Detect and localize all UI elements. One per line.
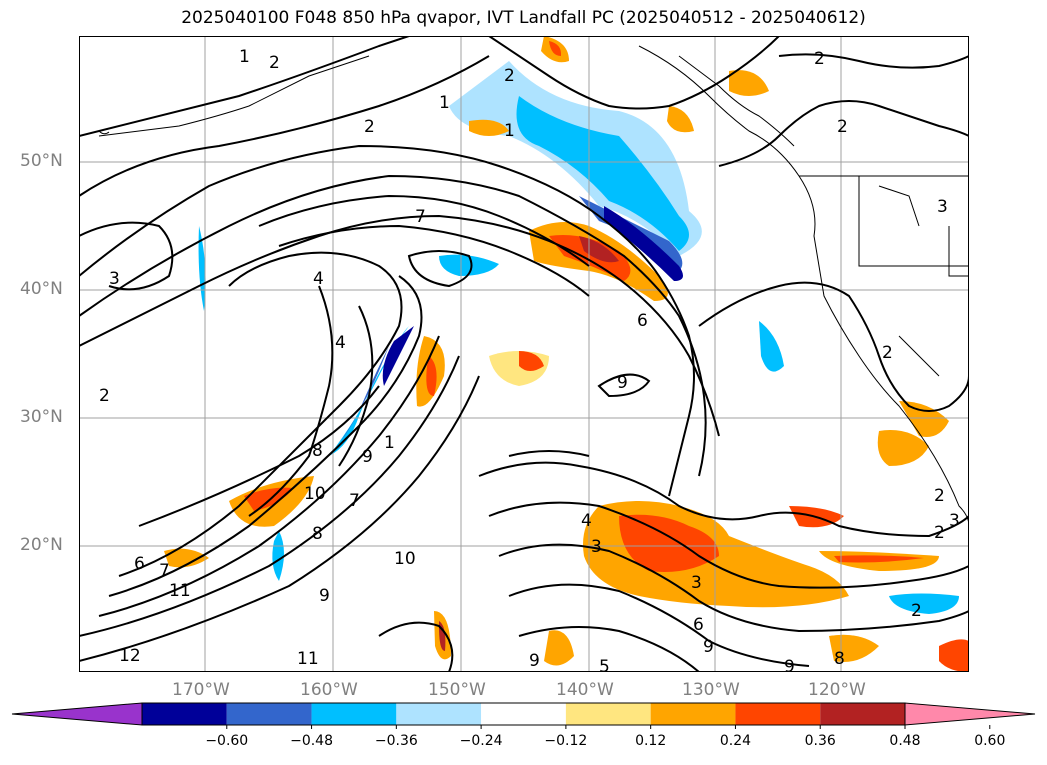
contour-label: 10 (304, 484, 326, 504)
contour-label: 2 (814, 49, 825, 69)
contour-label: 3 (937, 197, 948, 217)
contour-label: 9 (703, 637, 714, 657)
colorbar-segment (650, 703, 736, 725)
lon-label: 130°W (682, 680, 740, 700)
contour-label: 4 (581, 511, 592, 531)
contour-label: 7 (349, 491, 360, 511)
colorbar-tick-label: −0.48 (290, 733, 333, 749)
colorbar-tick-label: −0.12 (544, 733, 587, 749)
colorbar-tick-label: −0.24 (460, 733, 503, 749)
contour-label: 8 (312, 524, 323, 544)
contour-label: 11 (297, 649, 319, 669)
contour-label: 12 (119, 646, 141, 666)
contour-label: 7 (159, 561, 170, 581)
lon-label: 140°W (556, 680, 614, 700)
lat-label: 30°N (20, 407, 63, 427)
contour-label: 9 (784, 657, 795, 672)
colorbar: −0.60 −0.48 −0.36 −0.24 −0.12 0.12 0.24 0.36 0.4… (11, 702, 1036, 749)
contour-label: 6 (134, 554, 145, 574)
colorbar-tick-label: 0.24 (720, 733, 751, 749)
contour-label: 2 (934, 486, 945, 506)
contour-label: 2 (269, 53, 280, 73)
contour-label: 2 (882, 343, 893, 363)
colorbar-segment (396, 703, 482, 725)
contour-label-group: 1 2 2 1 2 1 2 2 3 7 4 3 4 2 6 8 9 9 1 10… (99, 47, 960, 677)
contour-label: 1 (504, 121, 515, 141)
colorbar-segment (142, 703, 227, 725)
contour-label: 1 (239, 47, 250, 67)
contour-label: 11 (169, 581, 191, 601)
map-frame (79, 36, 969, 672)
colorbar-tick-label: 0.60 (974, 733, 1005, 749)
contour-label: 2 (99, 386, 110, 406)
lon-label: 170°W (172, 680, 230, 700)
ivt-contours (78, 35, 970, 673)
lon-label: 150°W (428, 680, 486, 700)
colorbar-segments (11, 702, 1036, 726)
map-title: 2025040100 F048 850 hPa qvapor, IVT Land… (181, 8, 866, 28)
contour-label: 3 (691, 573, 702, 593)
colorbar-ticks: −0.60 −0.48 −0.36 −0.24 −0.12 0.12 0.24 0.36 0.4… (205, 725, 1005, 749)
lat-label: 50°N (20, 151, 63, 171)
colorbar-tick-label: 0.36 (805, 733, 836, 749)
colorbar-tick-label: 0.48 (889, 733, 920, 749)
contour-label: 5 (599, 657, 610, 672)
contour-label: 2 (504, 66, 515, 86)
contour-label: 3 (109, 269, 120, 289)
colorbar-segment (226, 703, 312, 725)
map-grid (79, 36, 969, 672)
shaded-anomalies (164, 36, 969, 672)
colorbar-segment (565, 703, 651, 725)
contour-label: 4 (313, 269, 324, 289)
colorbar-tick-label: −0.60 (205, 733, 248, 749)
colorbar-frame (141, 702, 906, 726)
contour-label: 6 (693, 615, 704, 635)
colorbar-segment (481, 703, 566, 725)
contour-label: 1 (439, 93, 450, 113)
contour-label: 1 (384, 433, 395, 453)
contour-label: 2 (934, 523, 945, 543)
contour-label: 2 (911, 601, 922, 621)
contour-label: 2 (364, 117, 375, 137)
contour-label: 4 (335, 333, 346, 353)
colorbar-tick-label: 0.12 (635, 733, 666, 749)
contour-label: 2 (837, 117, 848, 137)
lat-label: 40°N (20, 279, 63, 299)
contour-label: 8 (312, 441, 323, 461)
colorbar-segment (820, 703, 905, 725)
colorbar-extend-high (904, 702, 1036, 726)
colorbar-tick-label: −0.36 (375, 733, 418, 749)
contour-label: 9 (319, 586, 330, 606)
map-canvas: 1 2 2 1 2 1 2 2 3 7 4 3 4 2 6 8 9 9 1 10… (78, 35, 970, 677)
contour-label: 10 (394, 549, 416, 569)
lon-label: 120°W (808, 680, 866, 700)
contour-label: 9 (617, 373, 628, 393)
colorbar-extend-low (11, 702, 143, 726)
colorbar-segment (735, 703, 821, 725)
contour-label: 7 (415, 207, 426, 227)
contour-label: 3 (591, 537, 602, 557)
lon-label: 160°W (300, 680, 358, 700)
map-panel: 1 2 2 1 2 1 2 2 3 7 4 3 4 2 6 8 9 9 1 10… (78, 35, 970, 677)
coastlines (98, 45, 970, 527)
contour-label: 3 (949, 511, 960, 531)
contour-label: 8 (834, 649, 845, 669)
colorbar-segment (311, 703, 397, 725)
lat-label: 20°N (20, 535, 63, 555)
contour-label: 9 (529, 651, 540, 671)
contour-label: 9 (362, 447, 373, 467)
contour-label: 6 (637, 311, 648, 331)
